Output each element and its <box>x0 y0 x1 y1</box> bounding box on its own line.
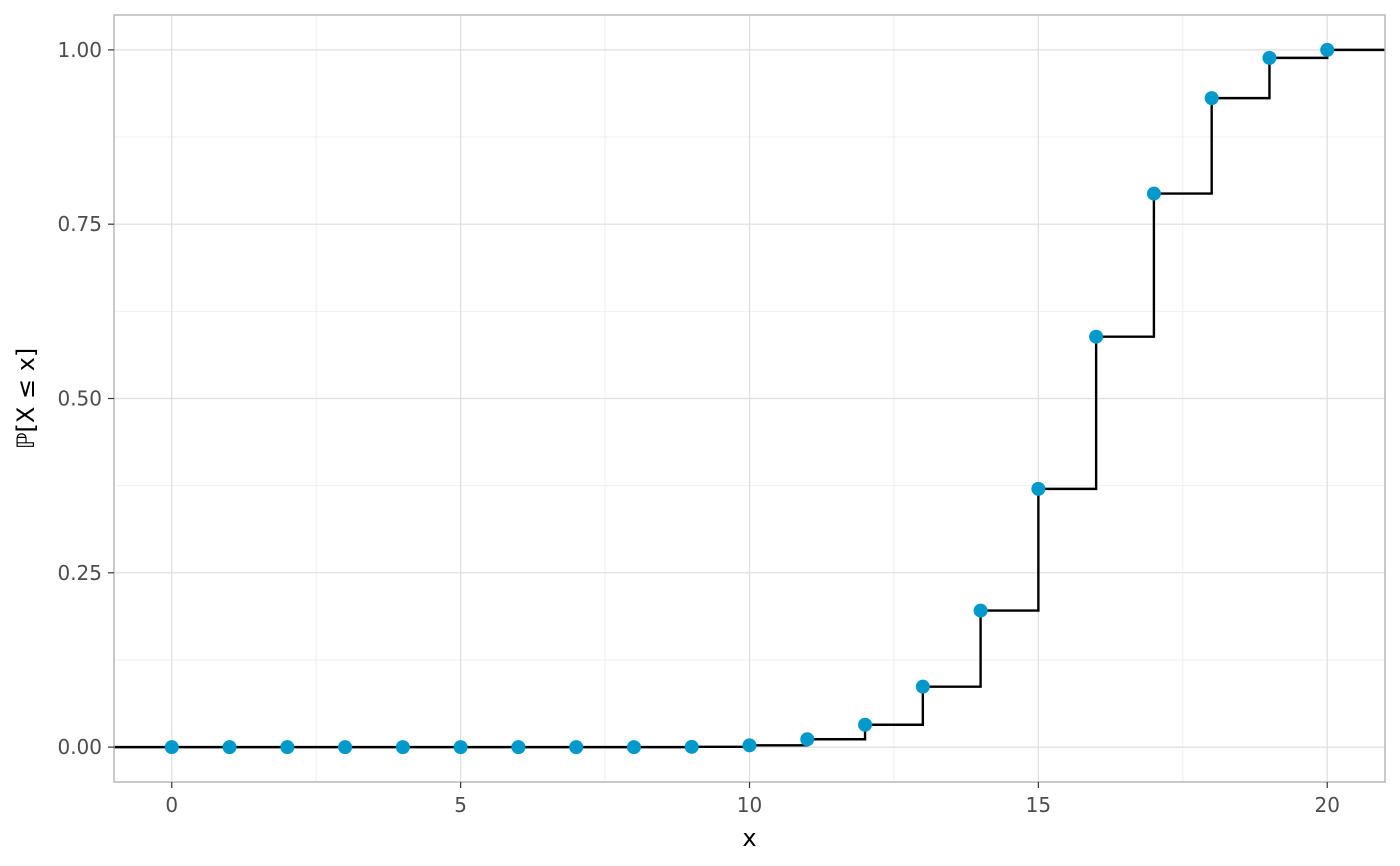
y-axis-title: ℙ[X ≤ x] <box>12 348 40 450</box>
cdf-point <box>1089 329 1104 344</box>
x-axis: 0 5 10 15 20 <box>165 782 1340 817</box>
cdf-point <box>569 740 584 755</box>
cdf-point <box>800 732 815 747</box>
x-axis-title: x <box>742 824 756 852</box>
cdf-point <box>684 739 699 754</box>
cdf-point <box>222 740 237 755</box>
y-tick-label: 0.50 <box>57 387 102 411</box>
cdf-point <box>626 740 641 755</box>
cdf-point <box>453 740 468 755</box>
cdf-point <box>973 603 988 618</box>
x-tick-label: 0 <box>165 793 178 817</box>
y-tick-label: 1.00 <box>57 38 102 62</box>
y-tick-label: 0.25 <box>57 561 102 585</box>
cdf-point <box>1031 481 1046 496</box>
cdf-point <box>280 740 295 755</box>
major-gridlines <box>114 15 1385 782</box>
cdf-point <box>742 738 757 753</box>
cdf-point <box>915 679 930 694</box>
x-tick-label: 20 <box>1315 793 1340 817</box>
cdf-point <box>1262 50 1277 65</box>
cdf-point <box>1146 186 1161 201</box>
cdf-point <box>338 740 353 755</box>
x-tick-label: 10 <box>737 793 762 817</box>
x-tick-label: 15 <box>1026 793 1051 817</box>
cdf-point <box>1320 42 1335 57</box>
y-tick-label: 0.00 <box>57 735 102 759</box>
y-axis: 0.00 0.25 0.50 0.75 1.00 <box>57 38 114 759</box>
cdf-series <box>114 42 1385 755</box>
cdf-point <box>1204 91 1219 106</box>
cdf-point <box>858 717 873 732</box>
cdf-point <box>511 740 526 755</box>
y-tick-label: 0.75 <box>57 212 102 236</box>
cdf-point <box>395 740 410 755</box>
x-tick-label: 5 <box>454 793 467 817</box>
cdf-point <box>164 740 179 755</box>
